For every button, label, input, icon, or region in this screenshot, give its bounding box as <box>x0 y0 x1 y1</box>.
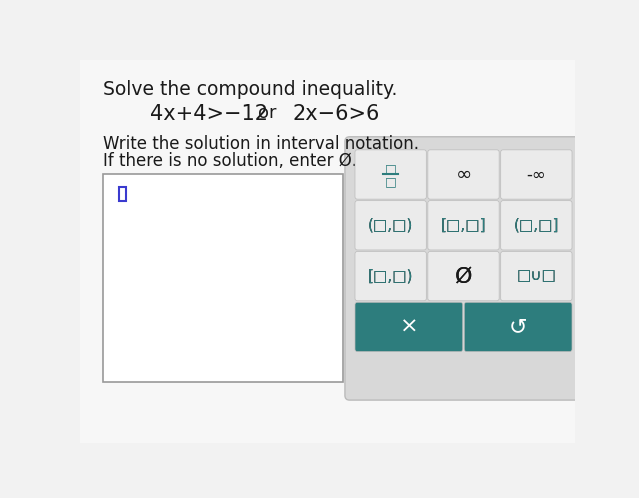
Text: (□,□]: (□,□] <box>514 218 559 233</box>
Text: (□,□]: (□,□] <box>514 218 559 233</box>
Text: Ø: Ø <box>455 266 472 286</box>
Text: -∞: -∞ <box>527 165 546 183</box>
Text: (□,□): (□,□) <box>368 218 413 233</box>
FancyBboxPatch shape <box>345 137 587 400</box>
Text: ↺: ↺ <box>509 317 527 337</box>
Text: Ø: Ø <box>455 266 472 286</box>
Text: □: □ <box>385 162 397 175</box>
FancyBboxPatch shape <box>501 201 572 250</box>
Text: [□,□]: [□,□] <box>441 218 486 233</box>
Text: (□,□): (□,□) <box>368 218 413 233</box>
Text: [□,□): [□,□) <box>368 268 413 284</box>
FancyBboxPatch shape <box>501 150 572 199</box>
Bar <box>103 174 343 381</box>
Text: □: □ <box>385 176 397 189</box>
Text: If there is no solution, enter Ø.: If there is no solution, enter Ø. <box>103 152 357 170</box>
FancyBboxPatch shape <box>355 251 426 301</box>
Text: ×: × <box>399 317 418 337</box>
Text: ∞: ∞ <box>456 165 472 184</box>
FancyBboxPatch shape <box>355 201 426 250</box>
FancyBboxPatch shape <box>428 201 499 250</box>
Bar <box>119 187 127 201</box>
Text: [□,□]: [□,□] <box>441 218 486 233</box>
Text: 2x−6>6: 2x−6>6 <box>293 105 380 124</box>
FancyBboxPatch shape <box>355 302 463 352</box>
FancyBboxPatch shape <box>428 150 499 199</box>
Text: Solve the compound inequality.: Solve the compound inequality. <box>103 80 397 99</box>
FancyBboxPatch shape <box>465 302 572 352</box>
Text: Write the solution in interval notation.: Write the solution in interval notation. <box>103 135 419 153</box>
FancyBboxPatch shape <box>501 251 572 301</box>
Text: □∪□: □∪□ <box>516 268 557 284</box>
Text: [□,□): [□,□) <box>368 268 413 284</box>
Text: or: or <box>258 105 277 123</box>
Text: 4x+4>−12: 4x+4>−12 <box>150 105 268 124</box>
Text: □∪□: □∪□ <box>516 268 557 284</box>
FancyBboxPatch shape <box>355 150 426 199</box>
FancyBboxPatch shape <box>428 251 499 301</box>
